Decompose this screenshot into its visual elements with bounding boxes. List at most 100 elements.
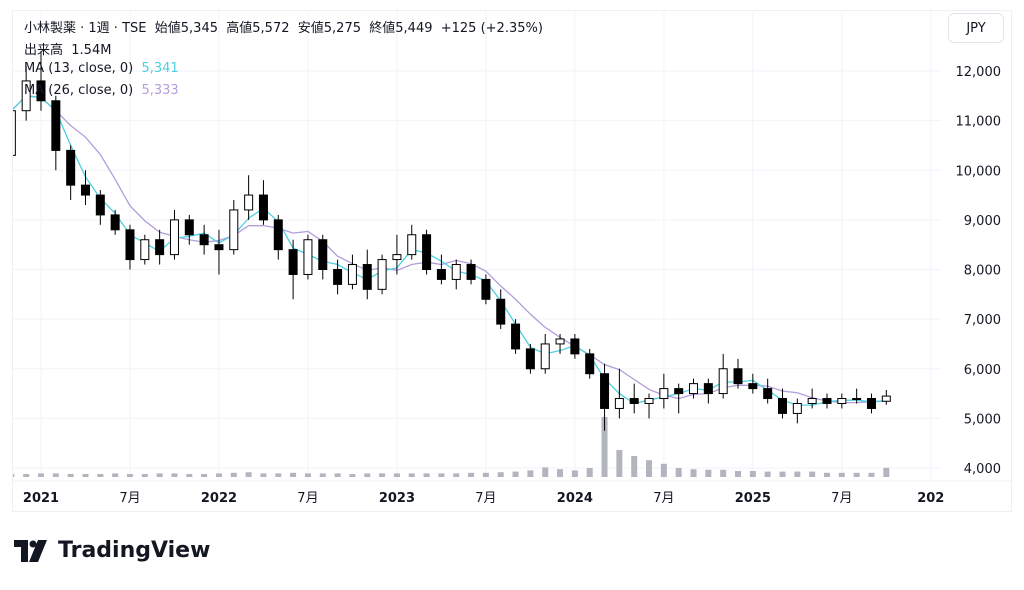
candle-body [66,149,76,186]
candle-body [318,239,328,271]
volume-bar [364,473,371,477]
candle-body [36,80,46,102]
volume-bar [186,474,193,477]
volume-bar [393,473,400,477]
candle-body [778,398,787,414]
volume-bar [631,456,638,477]
candle-body [21,80,31,112]
candle-body [244,194,254,211]
candle-body [718,368,728,395]
time-tick-label: 7月 [653,491,674,506]
candle-body [13,110,16,156]
candle-body [674,388,684,395]
volume-bar [468,472,475,477]
ma26-value: 5,333 [141,83,179,98]
volume-bar [557,469,564,477]
candle-body [392,254,402,261]
change-value: +125 (+2.35%) [440,21,543,36]
volume-bar [379,473,386,477]
volume-bar [823,472,830,477]
chart-panel[interactable]: 4,000 5,000 6,000 7,000 8,000 9,000 10,000 11,0… [12,10,1013,513]
candle-body [95,194,105,216]
currency-button[interactable]: JPY [948,13,1004,43]
ma13-legend[interactable]: MA (13, close, 0) 5,341 [24,61,179,76]
volume-bar [675,468,682,477]
volume-bar [838,472,845,477]
candle-body [763,388,773,400]
volume-bar [13,474,15,477]
volume-bar [690,469,697,477]
candle-body [570,338,580,355]
volume-bar [571,470,578,477]
candle-body [407,234,417,256]
candle-body [689,383,699,395]
volume-bar [779,471,786,477]
volume-bar [319,473,326,477]
candle-body [258,194,268,221]
candle-body [540,343,550,370]
volume-bar [720,469,727,477]
volume-bar [482,472,489,477]
price-chart[interactable]: 4,000 5,000 6,000 7,000 8,000 9,000 10,000 11,0… [13,11,1013,513]
volume-bar [141,474,148,477]
price-tick-label: 4,000 [964,462,1001,477]
candle-body [333,269,343,285]
close-value: 5,449 [395,21,433,36]
candle-body [585,353,595,375]
candle-body [303,239,313,275]
candle-body [199,234,209,246]
candle-body [822,398,832,404]
volume-bar [408,473,415,477]
time-tick-label: 2023 [379,491,415,506]
candle-body [466,264,476,280]
candle-body [229,209,239,251]
volume-bar [423,473,430,477]
volume-bar [868,472,875,477]
volume-bar [126,474,133,477]
symbol-info: 小林製薬 · 1週 · TSE [24,21,147,36]
candle-body [866,398,876,409]
candle-body [51,100,61,151]
candle-body [807,398,817,404]
time-tick-label: 202 [917,491,944,506]
candle-body [110,214,120,231]
tradingview-logo[interactable]: TradingView [14,538,210,563]
candle-body [436,269,446,280]
volume-bar [453,473,460,477]
low-value: 5,275 [323,21,361,36]
time-tick-label: 7月 [831,491,852,506]
candle-body [288,249,298,275]
candle-body [347,264,357,285]
ma26-legend[interactable]: MA (26, close, 0) 5,333 [24,83,179,98]
candle-body [169,219,179,256]
time-tick-label: 7月 [119,491,140,506]
volume-bar [497,472,504,477]
volume-bar [586,468,593,477]
volume-bar [749,471,756,477]
volume-bar [349,474,356,477]
time-tick-label: 2022 [201,491,237,506]
volume-bar [201,474,208,477]
volume-bar [660,463,667,477]
candle-body [422,234,432,270]
volume-bar [601,417,608,477]
volume-bar [275,473,282,477]
candle-body [451,264,461,280]
volume-bar [97,474,104,477]
volume-bar [764,471,771,477]
candle-body [125,229,135,261]
candle-body [362,264,372,290]
volume-bar [438,473,445,477]
candle-body [273,219,283,251]
time-tick-label: 7月 [475,491,496,506]
volume-bar [542,467,549,477]
price-tick-label: 9,000 [964,214,1001,229]
candle-body [80,184,90,196]
price-tick-label: 11,000 [956,115,1002,130]
candle-body [496,298,506,325]
candle-body [155,239,165,256]
price-tick-label: 7,000 [964,313,1001,328]
candle-body [837,398,847,404]
time-tick-label: 7月 [297,491,318,506]
volume-bar [646,460,653,477]
